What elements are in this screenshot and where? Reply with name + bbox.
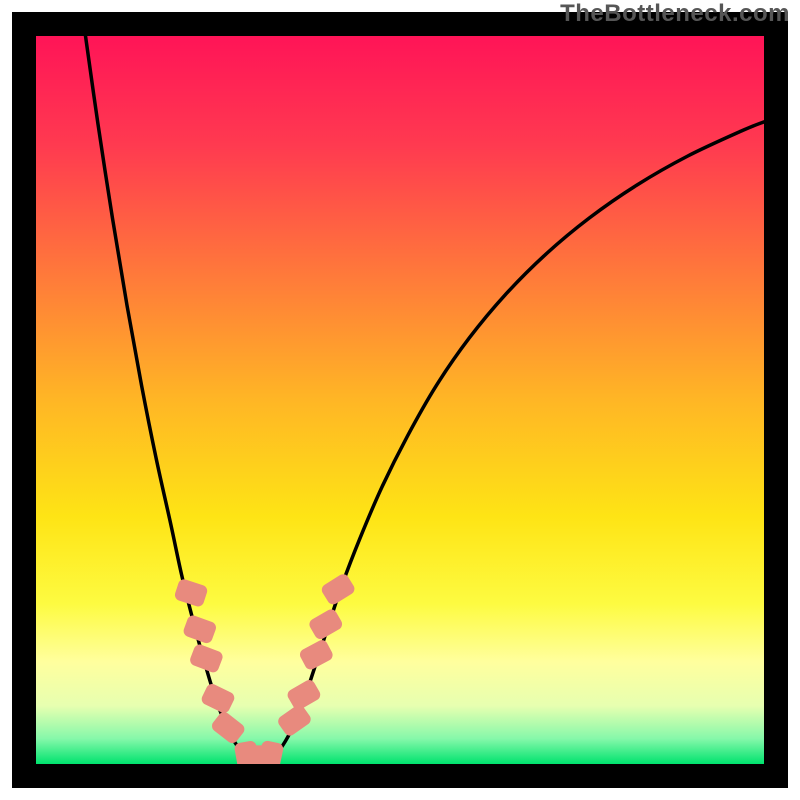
watermark-text: TheBottleneck.com [560, 0, 790, 28]
bottleneck-chart [0, 0, 800, 800]
